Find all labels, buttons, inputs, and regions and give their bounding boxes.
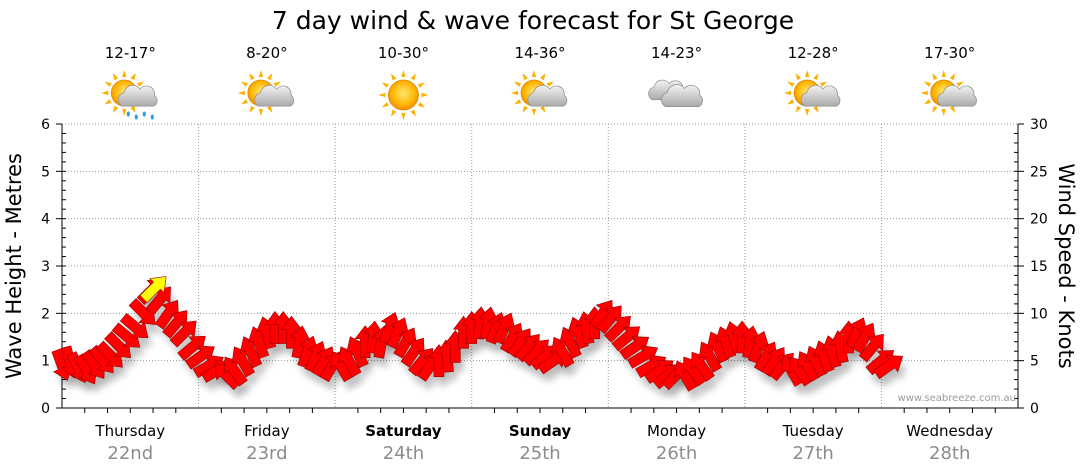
day-weather: 12-17° [101,44,158,120]
sun-cloud-icon [511,70,568,116]
y-left-tick-label: 0 [41,401,50,417]
y-axis-left-label: Wave Height - Metres [2,153,26,379]
y-right-tick-label: 0 [1030,401,1039,417]
chart-title: 7 day wind & wave forecast for St George [272,6,794,35]
day-name: Saturday [365,422,442,440]
cloud-shape [800,84,841,107]
day-date: 24th [383,443,424,464]
y-left-tick-label: 2 [41,306,50,322]
day-name: Sunday [509,422,572,440]
wind-arrow [611,326,641,352]
y-left-tick-label: 3 [41,259,50,275]
wind-arrow [492,312,516,345]
wind-arrow [386,317,409,350]
sun-cloud-icon [784,70,841,116]
day-weather: 14-23° [648,44,703,107]
wind-arrow [177,335,206,362]
cloud-shape [527,84,568,107]
y-right-tick-label: 20 [1030,212,1048,228]
wind-arrow [154,299,179,330]
day-date: 26th [656,443,697,464]
day-weather: 8-20° [237,44,295,116]
cloud-shape [117,84,158,107]
y-right-tick-label: 10 [1030,306,1048,322]
y-right-tick-label: 5 [1030,354,1039,370]
wind-arrow [596,305,622,334]
day-date: 22nd [107,443,153,464]
grid [62,123,1018,413]
sun-cloud-icon [920,70,977,116]
day-name: Wednesday [906,422,993,440]
temperature-range: 14-36° [514,44,565,62]
cloud-shape [254,84,295,107]
rain-drop [150,114,154,120]
cloud-shape [937,84,977,107]
y-right-tick-label: 15 [1030,259,1048,275]
wind-arrow [119,312,149,339]
temperature-range: 10-30° [378,44,429,62]
wind-arrow [873,355,904,380]
wind-arrow [169,320,197,348]
temperature-range: 14-23° [651,44,702,62]
watermark: www.seabreeze.com.au [898,393,1016,404]
y-axis-right: 0 5 10 15 20 25 30 [1014,117,1048,417]
day-name: Monday [647,422,706,440]
temperature-range: 17-30° [924,44,975,62]
sun-cloud-icon [237,70,295,116]
day-date: 27th [792,443,833,464]
day-date: 23rd [246,443,287,464]
y-left-tick-label: 5 [41,164,50,180]
day-weather: 14-36° [511,44,568,116]
wind-arrow [858,333,884,363]
wind-arrow [619,336,650,361]
wind-arrow [162,310,188,339]
day-name: Tuesday [782,422,844,440]
y-left-tick-label: 4 [41,212,50,228]
day-date: 25th [519,443,560,464]
rain-drop [126,111,130,117]
day-weather: 12-28° [784,44,841,116]
y-left-tick-label: 1 [41,354,50,370]
y-right-tick-label: 30 [1030,117,1048,133]
wind-arrows [51,276,904,392]
rain-drop [134,114,138,120]
temperature-range: 8-20° [246,44,288,62]
wind-arrow [603,315,631,343]
day-weather: 10-30° [378,44,429,120]
temperature-range: 12-28° [788,44,839,62]
wind-arrow [400,337,425,368]
cloud-icon [648,79,703,107]
sun-cloud-rain-icon [101,70,158,120]
y-right-tick-label: 25 [1030,164,1048,180]
y-axis-right-label: Wind Speed - Knots [1054,163,1078,368]
wind-arrow [393,327,417,359]
sun-shape [378,70,429,120]
wind-arrow [627,345,659,369]
day-date: 28th [929,443,970,464]
day-name: Thursday [94,422,165,440]
sun-icon [378,70,429,120]
y-left-tick-label: 6 [41,117,50,133]
wind-arrow-peak [139,276,167,304]
wind-arrow [145,286,171,316]
weather-row: 12-17° 8-20° 10-30° 14-36° 14-23° 12-28° 17-30… [101,44,977,120]
cloud-shape [660,84,703,107]
temperature-range: 12-17° [105,44,156,62]
day-name: Friday [244,422,290,440]
arrow-shadow [877,364,907,388]
day-weather: 17-30° [920,44,977,116]
rain-drop [142,111,146,117]
wind-arrow [184,345,215,370]
day-labels: Thursday 22nd Friday 23rd Saturday 24th Sunday… [94,422,993,464]
